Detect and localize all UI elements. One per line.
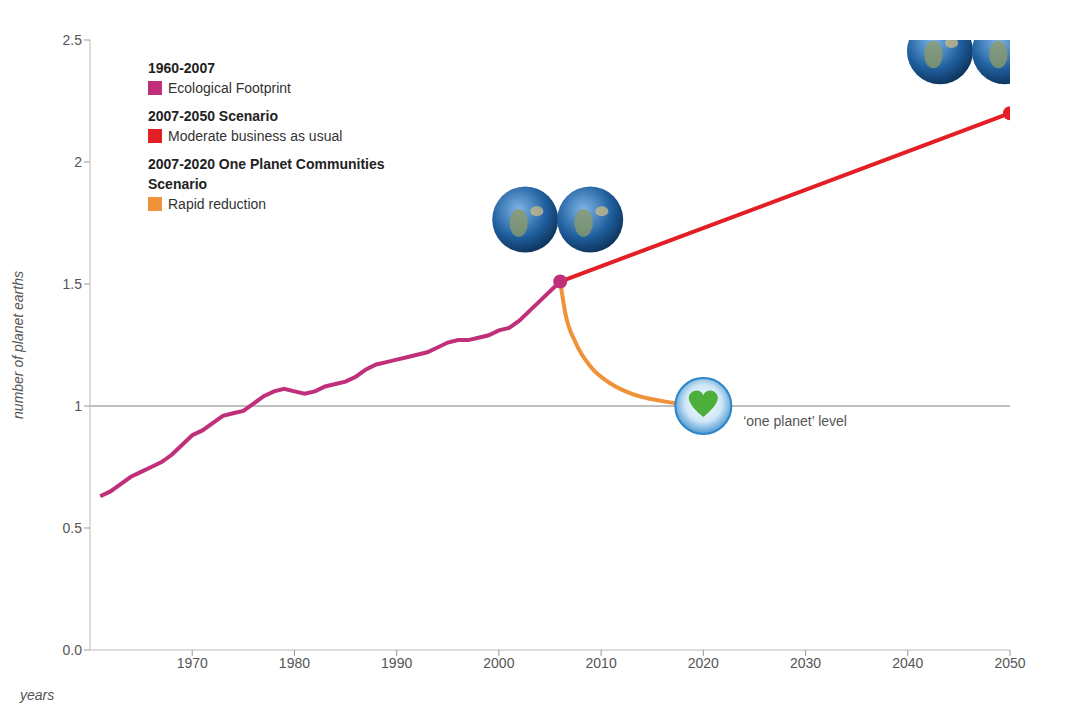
svg-text:2020: 2020 <box>688 655 719 671</box>
svg-text:2.5: 2.5 <box>63 32 83 48</box>
svg-text:1970: 1970 <box>177 655 208 671</box>
svg-text:1980: 1980 <box>279 655 310 671</box>
html-text:2007-2020 One Planet Communiti: 2007-2020 One Planet Communities Scenari… <box>148 156 385 192</box>
svg-text:2010: 2010 <box>586 655 617 671</box>
svg-text:2050: 2050 <box>994 655 1025 671</box>
html-text:2007-2050 Scenario: 2007-2050 Scenario <box>148 108 278 124</box>
html-text:Rapid reduction: Rapid reduction <box>168 196 267 212</box>
svg-text:number of planet earths: number of planet earths <box>10 271 26 419</box>
svg-text:1.5: 1.5 <box>63 276 83 292</box>
svg-text:2000: 2000 <box>483 655 514 671</box>
svg-text:0.5: 0.5 <box>63 520 83 536</box>
html-text:Moderate business as usual: Moderate business as usual <box>168 128 343 144</box>
svg-text:2040: 2040 <box>892 655 923 671</box>
html-text:Ecological Footprint: Ecological Footprint <box>168 80 291 96</box>
svg-text:years: years <box>19 687 54 703</box>
svg-text:‘one planet’ level: ‘one planet’ level <box>743 413 847 429</box>
svg-text:1: 1 <box>74 398 82 414</box>
svg-text:2: 2 <box>74 154 82 170</box>
svg-text:2030: 2030 <box>790 655 821 671</box>
html-text:1960-2007: 1960-2007 <box>148 60 215 76</box>
svg-text:1990: 1990 <box>381 655 412 671</box>
svg-text:0.0: 0.0 <box>63 642 83 658</box>
